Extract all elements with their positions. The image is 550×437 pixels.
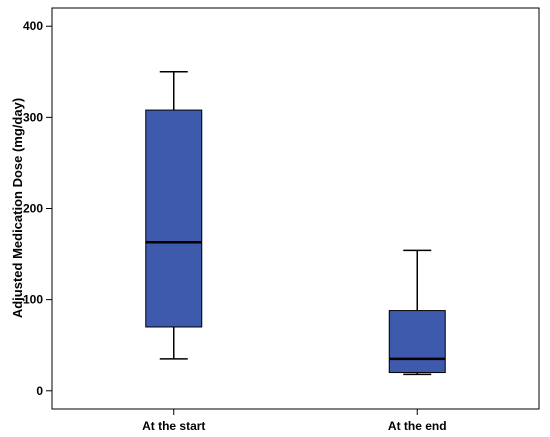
x-tick-label: At the end xyxy=(388,419,447,433)
box-group xyxy=(145,71,203,360)
boxes xyxy=(145,71,446,376)
box-group xyxy=(388,249,446,376)
y-axis-title: Adjusted Medication Dose (mg/day) xyxy=(10,98,25,318)
y-axis: 0 100 200 300 400 xyxy=(23,19,52,398)
iqr-box xyxy=(388,310,446,374)
y-tick-label: 0 xyxy=(36,384,43,398)
y-tick-label: 200 xyxy=(23,202,43,216)
iqr-box xyxy=(145,109,203,328)
y-tick-label: 300 xyxy=(23,110,43,124)
y-tick-label: 400 xyxy=(23,19,43,33)
x-axis: At the start At the end xyxy=(142,409,447,433)
y-tick-label: 100 xyxy=(23,293,43,307)
plot-area xyxy=(51,7,540,410)
x-tick-label: At the start xyxy=(142,419,205,433)
